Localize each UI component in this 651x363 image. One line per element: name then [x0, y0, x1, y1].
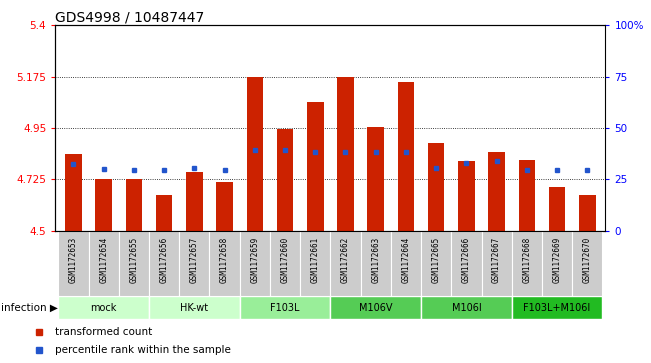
- Text: GSM1172666: GSM1172666: [462, 237, 471, 283]
- Bar: [59, 296, 149, 319]
- Bar: [89, 231, 118, 296]
- Bar: [330, 296, 421, 319]
- Text: GSM1172668: GSM1172668: [522, 237, 531, 283]
- Bar: [367, 127, 384, 231]
- Text: GSM1172659: GSM1172659: [251, 237, 259, 283]
- Text: GSM1172654: GSM1172654: [99, 237, 108, 283]
- Bar: [519, 160, 535, 231]
- Text: M106V: M106V: [359, 303, 393, 313]
- Bar: [149, 231, 179, 296]
- Text: GSM1172665: GSM1172665: [432, 237, 441, 283]
- Bar: [542, 231, 572, 296]
- Bar: [186, 172, 202, 231]
- Bar: [126, 179, 142, 231]
- Text: GSM1172658: GSM1172658: [220, 237, 229, 283]
- Bar: [421, 231, 451, 296]
- Bar: [65, 154, 82, 231]
- Bar: [247, 77, 263, 231]
- Bar: [579, 195, 596, 231]
- Bar: [216, 182, 233, 231]
- Text: GSM1172669: GSM1172669: [553, 237, 562, 283]
- Bar: [572, 231, 602, 296]
- Bar: [270, 231, 300, 296]
- Text: GSM1172655: GSM1172655: [130, 237, 139, 283]
- Bar: [330, 231, 361, 296]
- Bar: [149, 296, 240, 319]
- Text: GSM1172662: GSM1172662: [341, 237, 350, 283]
- Text: GSM1172653: GSM1172653: [69, 237, 78, 283]
- Text: transformed count: transformed count: [55, 327, 152, 337]
- Text: GSM1172663: GSM1172663: [371, 237, 380, 283]
- Bar: [300, 231, 330, 296]
- Text: F103L+M106I: F103L+M106I: [523, 303, 590, 313]
- Text: GSM1172657: GSM1172657: [190, 237, 199, 283]
- Bar: [488, 152, 505, 231]
- Bar: [277, 129, 294, 231]
- Bar: [451, 231, 482, 296]
- Bar: [361, 231, 391, 296]
- Text: GSM1172664: GSM1172664: [402, 237, 410, 283]
- Text: GSM1172661: GSM1172661: [311, 237, 320, 283]
- Text: HK-wt: HK-wt: [180, 303, 208, 313]
- Bar: [96, 179, 112, 231]
- Text: GSM1172660: GSM1172660: [281, 237, 290, 283]
- Bar: [398, 82, 414, 231]
- Text: F103L: F103L: [270, 303, 300, 313]
- Bar: [512, 231, 542, 296]
- Text: GSM1172670: GSM1172670: [583, 237, 592, 283]
- Bar: [118, 231, 149, 296]
- Bar: [337, 77, 353, 231]
- Text: GDS4998 / 10487447: GDS4998 / 10487447: [55, 10, 204, 24]
- Bar: [458, 161, 475, 231]
- Bar: [59, 231, 89, 296]
- Bar: [482, 231, 512, 296]
- Bar: [512, 296, 602, 319]
- Bar: [210, 231, 240, 296]
- Bar: [179, 231, 210, 296]
- Bar: [156, 195, 173, 231]
- Bar: [240, 296, 330, 319]
- Bar: [428, 143, 445, 231]
- Text: percentile rank within the sample: percentile rank within the sample: [55, 345, 231, 355]
- Bar: [421, 296, 512, 319]
- Text: infection ▶: infection ▶: [1, 303, 57, 313]
- Bar: [391, 231, 421, 296]
- Bar: [240, 231, 270, 296]
- Bar: [307, 102, 324, 231]
- Text: mock: mock: [90, 303, 117, 313]
- Bar: [549, 187, 565, 231]
- Text: M106I: M106I: [452, 303, 481, 313]
- Text: GSM1172656: GSM1172656: [159, 237, 169, 283]
- Text: GSM1172667: GSM1172667: [492, 237, 501, 283]
